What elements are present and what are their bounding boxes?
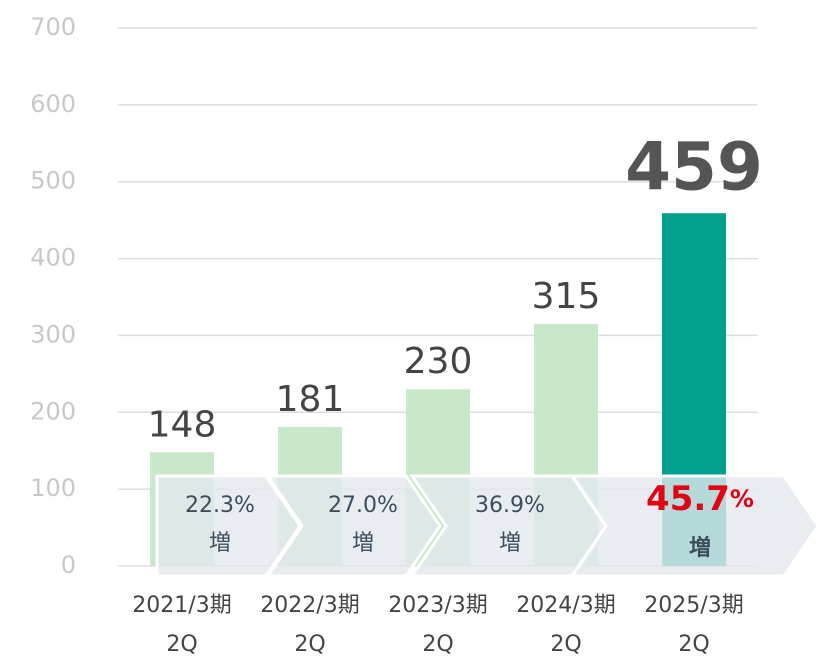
chevron <box>155 474 302 578</box>
growth-rate: 36.9% <box>475 493 545 518</box>
y-tick-label: 200 <box>30 397 76 425</box>
chevron <box>265 474 442 578</box>
growth-label: 増 <box>689 535 711 561</box>
growth-rate-unit: % <box>730 485 754 513</box>
x-tick-label: 2022/3期 <box>260 593 359 618</box>
x-tick-label: 2Q <box>294 632 325 657</box>
x-tick-label: 2024/3期 <box>516 593 615 618</box>
growth-rate-number: 45.7 <box>646 479 730 519</box>
x-tick-label: 2025/3期 <box>644 593 743 618</box>
value-label: 459 <box>625 128 763 205</box>
x-tick-label: 2023/3期 <box>388 593 487 618</box>
y-tick-label: 700 <box>30 13 76 41</box>
x-tick-label: 2Q <box>550 632 581 657</box>
growth-rate: 45.7% <box>646 479 754 519</box>
y-tick-label: 500 <box>30 167 76 195</box>
growth-band <box>155 474 820 578</box>
growth-label: 増 <box>209 531 231 556</box>
x-tick-label: 2021/3期 <box>132 593 231 618</box>
y-tick-label: 400 <box>30 244 76 272</box>
value-label: 181 <box>276 379 345 420</box>
growth-label: 増 <box>352 531 374 556</box>
growth-rate: 22.3% <box>185 493 255 518</box>
value-label: 315 <box>532 276 601 317</box>
x-tick-label: 2Q <box>166 632 197 657</box>
value-label: 230 <box>404 341 473 382</box>
y-tick-label: 300 <box>30 320 76 348</box>
y-tick-label: 600 <box>30 90 76 118</box>
y-tick-label: 100 <box>30 474 76 502</box>
x-tick-label: 2Q <box>422 632 453 657</box>
growth-rate: 27.0% <box>328 493 398 518</box>
chevron <box>569 474 820 578</box>
value-label: 148 <box>148 404 217 445</box>
x-tick-label: 2Q <box>678 632 709 657</box>
y-tick-label: 0 <box>61 551 76 579</box>
growth-label: 増 <box>499 531 521 556</box>
